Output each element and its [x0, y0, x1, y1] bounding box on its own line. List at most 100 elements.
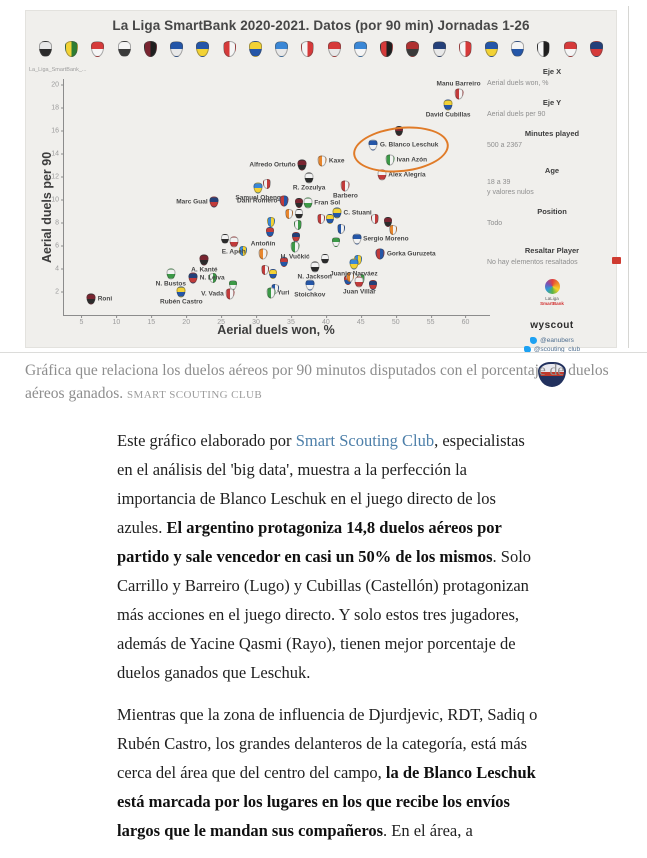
club-crest-icon — [458, 41, 472, 57]
club-crest-marker — [258, 248, 268, 260]
embed-right-border — [628, 6, 629, 348]
x-tick-label: 55 — [427, 315, 435, 326]
player-label: N. Bustos — [155, 280, 187, 288]
y-tick-label: 2 — [55, 288, 64, 295]
player-label: Roni — [97, 295, 113, 303]
player-label: Dani Romero — [237, 197, 278, 205]
highlight-player-control: Resaltar Player No hay elementos resalta… — [463, 246, 641, 267]
smart-scouting-club-crest — [538, 362, 566, 387]
age-value-nulls: y valores nulos — [487, 189, 534, 196]
article-paragraph: Mientras que la zona de influencia de Dj… — [117, 700, 541, 845]
player-point — [261, 265, 270, 276]
player-point — [294, 208, 303, 219]
club-crest-marker — [443, 99, 453, 111]
player-point — [370, 214, 379, 225]
club-crest-icon — [170, 41, 184, 57]
club-crest-icon — [91, 41, 105, 57]
player-point: Ivan Azón — [385, 154, 427, 166]
player-point: Marc Gual — [176, 196, 219, 208]
minutes-header: Minutes played — [524, 129, 580, 138]
player-label: Manu Barreiro — [436, 80, 481, 88]
caption-credit: SMART SCOUTING CLUB — [127, 389, 263, 401]
player-point — [266, 227, 275, 238]
player-label: Samuel Obeng — [235, 194, 281, 202]
player-point: Juan Villar — [343, 276, 376, 295]
player-point — [316, 214, 325, 225]
chart-image-embed[interactable]: La Liga SmartBank 2020-2021. Datos (por … — [25, 10, 621, 387]
y-tick-label: 6 — [55, 242, 64, 249]
resaltar-header: Resaltar Player — [524, 246, 580, 255]
resaltar-value: No hay elementos resaltados — [487, 259, 578, 266]
club-crest-marker — [266, 227, 275, 238]
player-point — [388, 224, 397, 235]
player-point — [268, 268, 277, 279]
y-tick-label: 18 — [51, 104, 64, 111]
player-point: Alfredo Ortuño — [249, 159, 307, 171]
age-value: 18 a 39 — [487, 179, 511, 186]
club-crest-marker — [239, 245, 248, 256]
player-point: Manu Barreiro — [437, 80, 481, 100]
club-crest-marker — [284, 208, 293, 219]
player-point — [279, 257, 288, 268]
age-filter: Age 18 a 39 y valores nulos — [463, 166, 641, 197]
club-crest-marker — [326, 214, 335, 225]
club-crest-marker — [336, 223, 345, 234]
player-label: Gorka Guruzeta — [386, 250, 436, 258]
club-crest-marker — [86, 293, 96, 305]
player-label: Rubén Castro — [160, 298, 203, 306]
eje-y-value: Aerial duels per 90 — [487, 111, 546, 118]
club-crest-marker — [385, 154, 395, 166]
x-tick-label: 50 — [392, 315, 400, 326]
player-label: Juan Villar — [343, 288, 376, 296]
position-header: Position — [537, 207, 567, 216]
club-crest-icon — [353, 41, 367, 57]
player-point — [384, 216, 393, 227]
laliga-logo — [544, 279, 560, 294]
player-point — [239, 245, 248, 256]
x-tick-label: 35 — [287, 315, 295, 326]
club-crest-marker — [375, 248, 385, 260]
player-label: Alfredo Ortuño — [249, 161, 296, 169]
player-label: V. Vada — [201, 290, 224, 298]
club-crest-marker — [253, 182, 263, 194]
club-crest-marker — [317, 155, 327, 167]
club-crest-marker — [225, 288, 235, 300]
x-tick-label: 25 — [217, 315, 225, 326]
player-point: G. Blanco Leschuk — [368, 139, 438, 151]
club-crest-marker — [368, 139, 378, 151]
player-label: Barbero — [332, 192, 358, 200]
club-crest-marker — [332, 207, 342, 219]
player-label: Sergio Moreno — [363, 235, 409, 243]
club-crest-marker — [310, 261, 320, 273]
club-crest-icon — [275, 41, 289, 57]
player-label: Fran Sol — [314, 199, 341, 207]
club-crest-marker — [290, 241, 300, 253]
article-bold-text: El argentino protagoniza 14,8 duelos aér… — [117, 518, 502, 566]
club-crest-marker — [291, 231, 300, 242]
x-axis-title: Aerial duels won, % — [217, 323, 335, 337]
club-crest-marker — [279, 195, 289, 207]
y-tick-label: 8 — [55, 219, 64, 226]
player-label: David Cubillas — [425, 111, 471, 119]
clear-highlight-icon — [612, 257, 621, 264]
y-axis-title: Aerial duels per 90 — [40, 151, 54, 263]
club-crest-marker — [384, 216, 393, 227]
club-crest-marker — [352, 233, 362, 245]
article-paragraph: Este gráfico elaborado por Smart Scoutin… — [117, 426, 541, 687]
player-label: Kaxe — [328, 157, 345, 165]
y-tick-label: 20 — [51, 81, 64, 88]
twitter-handle-row: @scouting_club — [463, 346, 641, 353]
data-source-tab: La_Liga_SmartBank_... — [29, 67, 87, 73]
club-crest-marker — [305, 279, 315, 291]
club-crest-icon — [196, 41, 210, 57]
club-crest-icon — [301, 41, 315, 57]
chart-title: La Liga SmartBank 2020-2021. Datos (por … — [112, 18, 530, 33]
scatter-plot: 5 10 15 20 25 30 35 40 45 50 55 60 2 4 6 8 10 12 14 16 18 20 M… — [51, 79, 490, 326]
player-label: A. Kanté — [191, 266, 218, 274]
club-crest-marker — [199, 254, 209, 266]
twitter-icon — [530, 337, 538, 344]
axis-x-control: Eje X Aerial duels won, % — [463, 67, 641, 88]
article-link[interactable]: Smart Scouting Club — [295, 431, 435, 450]
y-tick-label: 14 — [51, 150, 64, 157]
club-crest-marker — [208, 273, 217, 284]
